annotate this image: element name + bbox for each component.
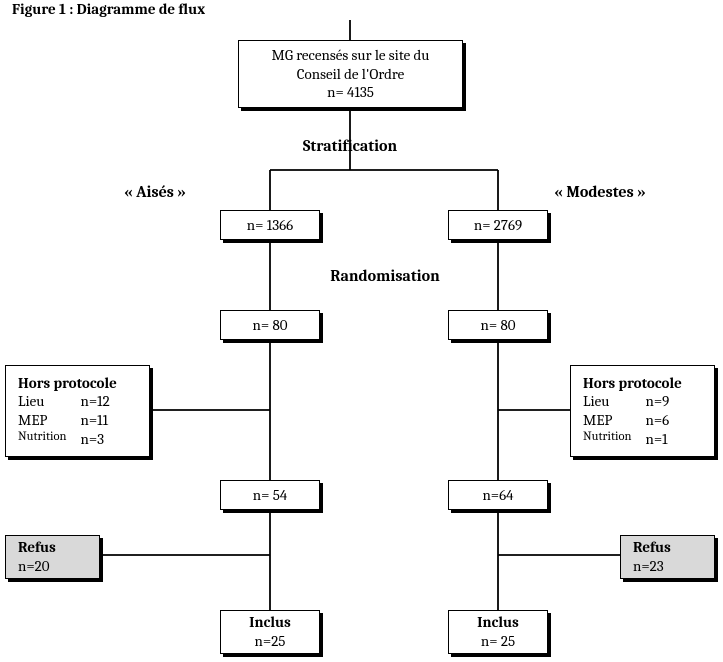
box-aises-inclus-n: n=25 — [255, 632, 286, 651]
box-modestes-inclus-title: Inclus — [477, 613, 519, 632]
box-source-line3: n= 4135 — [327, 83, 374, 102]
hp-modestes-mep-v: n=6 — [645, 411, 669, 430]
hp-modestes-nut-v: n=1 — [645, 430, 669, 449]
box-refus-modestes: Refus n=23 — [620, 535, 715, 579]
box-source-line1: MG recensés sur le site du — [272, 46, 430, 65]
refus-aises-title: Refus — [18, 538, 56, 557]
refus-modestes-title: Refus — [633, 538, 671, 557]
label-modestes: « Modestes » — [540, 183, 660, 201]
box-aises-inclus: Inclus n=25 — [220, 610, 320, 654]
box-aises-rand-n: n= 80 — [252, 316, 287, 335]
hp-modestes-lieu-k: Lieu — [583, 392, 631, 411]
hp-aises-title: Hors protocole — [18, 374, 117, 393]
hp-aises-nut-v: n=3 — [80, 430, 109, 449]
box-source-line2: Conseil de l'Ordre — [297, 65, 405, 84]
hp-aises-lieu-v: n=12 — [80, 392, 109, 411]
label-aises: « Aisés » — [105, 183, 205, 201]
flow-diagram: Figure 1 : Diagramme de flux MG recensé — [0, 0, 723, 662]
box-aises-strat: n= 1366 — [220, 210, 320, 240]
label-stratification: Stratification — [300, 137, 400, 155]
box-aises-posthp: n= 54 — [220, 480, 320, 510]
hp-aises-mep-k: MEP — [18, 411, 66, 430]
box-aises-rand: n= 80 — [220, 310, 320, 340]
box-modestes-rand: n= 80 — [448, 310, 548, 340]
box-source: MG recensés sur le site du Conseil de l'… — [238, 40, 463, 108]
box-refus-aises: Refus n=20 — [5, 535, 100, 579]
hp-aises-lieu-k: Lieu — [18, 392, 66, 411]
box-modestes-inclus-n: n= 25 — [481, 632, 515, 651]
hp-modestes-lieu-v: n=9 — [645, 392, 669, 411]
figure-caption: Figure 1 : Diagramme de flux — [12, 0, 205, 18]
box-modestes-posthp-n: n=64 — [482, 486, 513, 505]
hp-modestes-mep-k: MEP — [583, 411, 631, 430]
hp-aises-rows: Lieu n=12 MEP n=11 Nutrition n=3 — [18, 392, 110, 448]
hp-modestes-nut-k: Nutrition — [583, 430, 631, 449]
refus-modestes-n: n=23 — [633, 557, 664, 576]
box-modestes-posthp: n=64 — [448, 480, 548, 510]
box-aises-inclus-title: Inclus — [249, 613, 291, 632]
hp-modestes-rows: Lieu n=9 MEP n=6 Nutrition n=1 — [583, 392, 669, 448]
label-randomisation: Randomisation — [310, 267, 460, 285]
refus-aises-n: n=20 — [18, 557, 50, 576]
hp-modestes-title: Hors protocole — [583, 374, 682, 393]
box-hors-protocole-aises: Hors protocole Lieu n=12 MEP n=11 Nutrit… — [5, 365, 150, 457]
box-aises-posthp-n: n= 54 — [253, 486, 288, 505]
hp-aises-mep-v: n=11 — [80, 411, 109, 430]
box-modestes-rand-n: n= 80 — [480, 316, 515, 335]
hp-aises-nut-k: Nutrition — [18, 430, 66, 449]
box-modestes-strat-n: n= 2769 — [474, 216, 522, 235]
box-modestes-strat: n= 2769 — [448, 210, 548, 240]
box-modestes-inclus: Inclus n= 25 — [448, 610, 548, 654]
box-hors-protocole-modestes: Hors protocole Lieu n=9 MEP n=6 Nutritio… — [570, 365, 715, 457]
box-aises-strat-n: n= 1366 — [247, 216, 293, 235]
